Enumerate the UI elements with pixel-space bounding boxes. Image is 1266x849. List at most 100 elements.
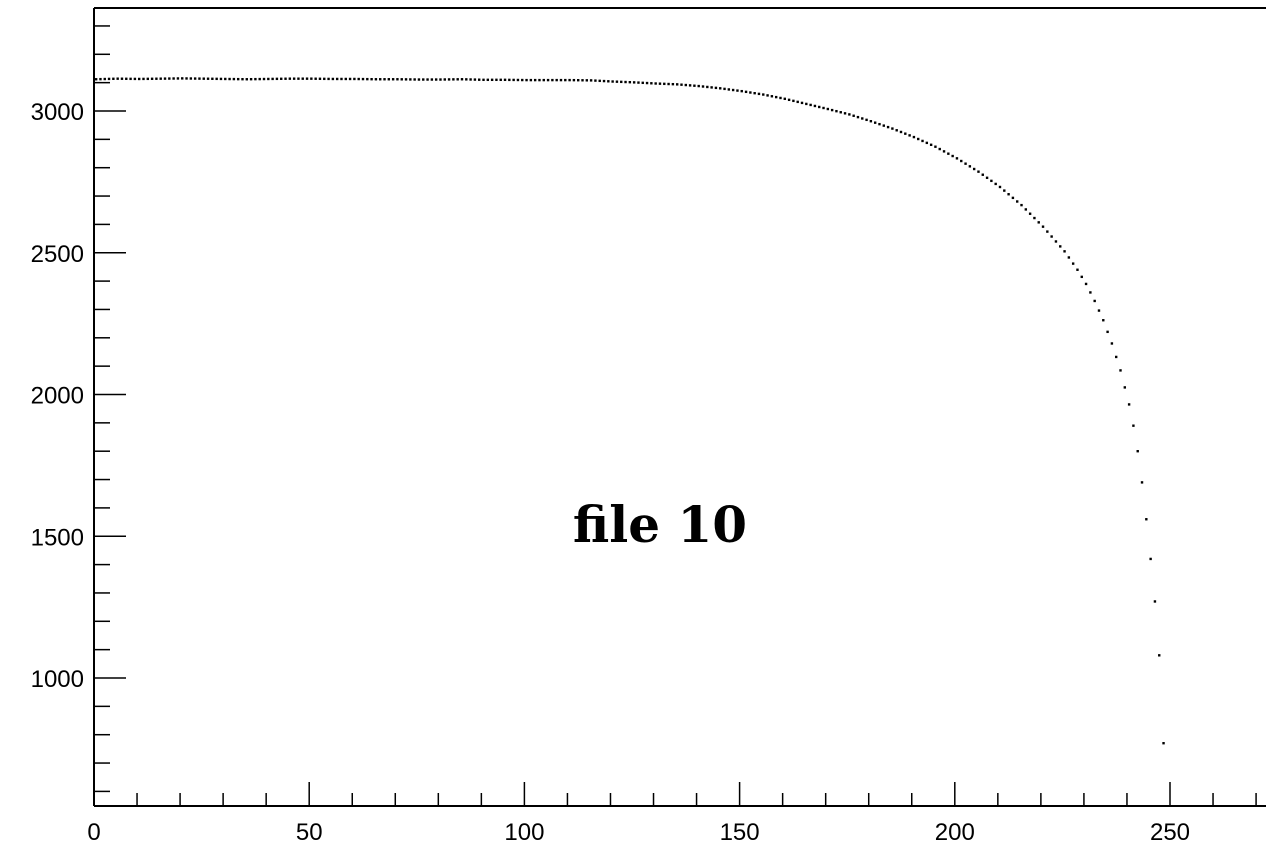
data-point xyxy=(805,102,808,106)
data-point xyxy=(891,127,894,130)
data-point xyxy=(409,78,412,81)
data-point xyxy=(236,77,240,81)
data-point xyxy=(1106,330,1109,334)
data-point xyxy=(740,89,743,93)
data-point xyxy=(762,93,765,96)
data-point xyxy=(262,77,266,81)
data-point xyxy=(422,78,425,81)
data-point xyxy=(1028,212,1032,215)
data-point xyxy=(1003,189,1006,192)
data-point xyxy=(731,88,735,92)
data-point xyxy=(323,77,326,81)
data-point xyxy=(899,130,903,134)
data-point xyxy=(1033,216,1036,220)
data-point xyxy=(843,112,847,115)
data-point xyxy=(120,77,124,80)
data-point xyxy=(972,167,976,171)
data-point xyxy=(895,129,898,132)
data-point xyxy=(878,122,881,126)
data-point xyxy=(546,78,550,82)
data-point xyxy=(985,176,989,179)
data-point xyxy=(1054,240,1058,243)
data-point xyxy=(176,77,180,80)
data-point xyxy=(241,77,244,81)
data-point xyxy=(361,77,365,81)
data-point xyxy=(542,78,545,82)
data-point xyxy=(508,78,511,82)
data-point xyxy=(301,77,304,80)
data-point xyxy=(1063,250,1066,253)
data-point xyxy=(232,77,236,81)
data-point xyxy=(219,77,223,81)
data-point xyxy=(753,91,756,95)
data-point xyxy=(796,100,799,104)
data-point xyxy=(1110,342,1114,345)
data-point xyxy=(245,78,248,81)
data-point xyxy=(1016,200,1019,203)
data-point xyxy=(818,105,821,109)
data-point xyxy=(856,115,860,119)
data-point xyxy=(654,82,657,85)
data-point xyxy=(929,143,933,146)
data-point xyxy=(314,77,317,80)
data-point xyxy=(861,117,864,120)
data-point xyxy=(112,77,115,80)
data-point xyxy=(1145,518,1148,521)
data-point xyxy=(912,135,916,139)
x-tick-label: 150 xyxy=(720,819,760,846)
data-point xyxy=(1102,319,1105,322)
data-point xyxy=(1127,403,1131,406)
data-point xyxy=(391,78,395,81)
data-point xyxy=(787,98,791,102)
data-point xyxy=(288,77,292,80)
data-point xyxy=(581,79,584,82)
data-point xyxy=(344,77,347,81)
data-point xyxy=(697,84,700,88)
data-point xyxy=(1050,235,1053,238)
data-point xyxy=(960,159,963,163)
data-point xyxy=(486,78,490,82)
data-point xyxy=(865,118,868,122)
data-point xyxy=(456,78,459,81)
data-point xyxy=(921,139,924,143)
data-point xyxy=(400,78,403,81)
data-point xyxy=(163,77,167,80)
data-point xyxy=(710,86,713,89)
data-point xyxy=(779,96,782,100)
data-point xyxy=(774,95,778,99)
data-point xyxy=(964,162,967,165)
data-point xyxy=(159,77,162,80)
data-point xyxy=(1011,196,1015,200)
data-point xyxy=(908,134,911,137)
data-point xyxy=(723,87,726,91)
data-point xyxy=(990,179,993,183)
data-point xyxy=(430,78,434,81)
data-point xyxy=(835,109,838,113)
data-point xyxy=(839,111,842,114)
x-tick-label: 50 xyxy=(296,819,323,846)
data-point xyxy=(525,78,528,82)
data-point xyxy=(1149,557,1152,561)
data-point xyxy=(1158,654,1161,657)
data-point xyxy=(202,77,205,80)
data-point xyxy=(736,89,739,92)
data-point xyxy=(968,165,972,168)
data-point xyxy=(1007,193,1010,196)
data-point xyxy=(499,78,502,82)
data-point xyxy=(512,78,515,82)
data-point xyxy=(305,77,309,80)
data-point xyxy=(1020,203,1023,207)
data-point xyxy=(292,77,296,80)
data-point xyxy=(327,77,330,81)
data-point xyxy=(267,77,270,81)
data-point xyxy=(284,77,287,80)
data-point xyxy=(602,79,606,83)
data-point xyxy=(594,79,597,82)
data-point xyxy=(942,150,946,153)
data-point xyxy=(1080,275,1083,279)
data-point xyxy=(258,77,261,81)
data-point xyxy=(1037,221,1040,224)
data-point xyxy=(813,104,817,108)
data-point xyxy=(538,78,541,82)
y-tick-label: 2500 xyxy=(31,241,84,268)
